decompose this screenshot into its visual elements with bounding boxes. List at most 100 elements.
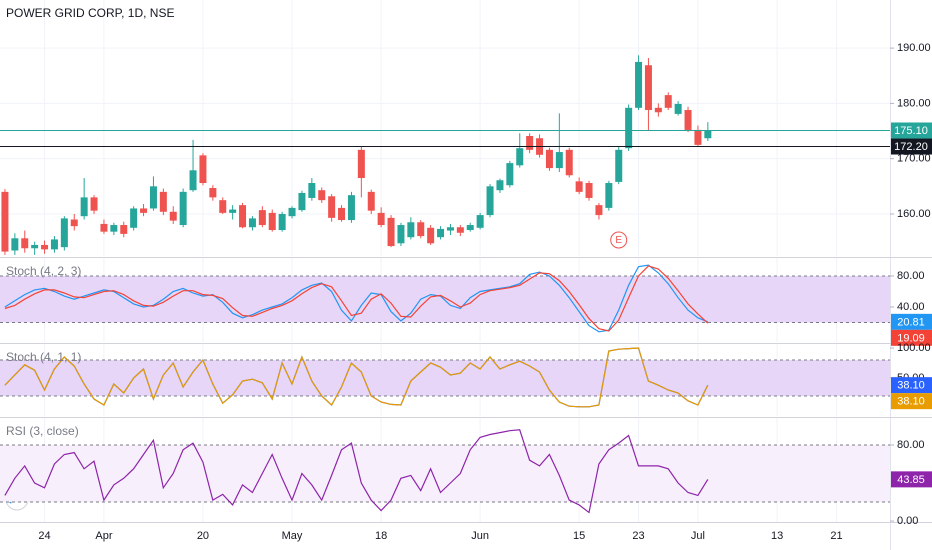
candle-body (397, 225, 405, 244)
candle-body (328, 196, 336, 218)
candle-body (635, 61, 643, 108)
candle-body (704, 130, 712, 139)
candle-body (466, 225, 474, 231)
candle-body (585, 183, 593, 198)
candle-body (50, 239, 58, 250)
price-label-box (891, 313, 932, 330)
price-label: 38.10 (897, 380, 925, 392)
y-tick-label: 40.00 (897, 301, 925, 313)
candle-body (595, 205, 603, 216)
candle-body (615, 149, 623, 182)
candle-body (516, 148, 524, 166)
candle-body (41, 244, 49, 250)
price-label: 20.81 (897, 316, 925, 328)
y-tick-label: 100.00 (897, 342, 931, 354)
candle-body (605, 183, 613, 208)
y-tick-label: 0.00 (897, 515, 918, 527)
price-label: 43.85 (897, 474, 925, 486)
candle-body (308, 183, 316, 198)
candle-body (159, 191, 167, 212)
event-marker (610, 231, 628, 249)
x-tick-label: Jul (691, 530, 705, 542)
price-label: 19.09 (897, 332, 925, 344)
x-tick-label: Apr (95, 530, 112, 542)
indicator-line (4, 347, 709, 408)
candle-body (239, 205, 247, 228)
candle-body (427, 227, 435, 244)
price-label: 175.10 (894, 125, 928, 137)
candle-body (575, 181, 583, 192)
indicator-line (4, 264, 709, 333)
candle-body (526, 136, 534, 150)
candle-body (100, 223, 108, 232)
y-tick-label: 80.00 (897, 439, 925, 451)
x-tick-label: 23 (632, 530, 644, 542)
pane-title: RSI (3, close) (6, 424, 79, 438)
candle-body (298, 192, 306, 211)
candle-body (654, 107, 662, 113)
candle-body (90, 197, 98, 211)
candle-body (318, 190, 326, 201)
price-label-box (891, 329, 932, 346)
pane-title: Stoch (4, 2, 3) (6, 264, 81, 278)
candle-body (11, 238, 19, 251)
price-label-box (891, 122, 932, 139)
candle-body (565, 149, 573, 176)
candle-body (694, 129, 702, 145)
y-tick-label: 80.00 (897, 270, 925, 282)
candle-body (446, 227, 454, 231)
candle-body (347, 195, 355, 221)
candle-body (486, 186, 494, 216)
candle-body (169, 211, 177, 221)
candle-body (278, 213, 286, 231)
price-label-box (891, 138, 932, 155)
candle-body (80, 197, 88, 217)
pane-title: POWER GRID CORP, 1D, NSE (6, 6, 174, 20)
candle-body (1, 191, 9, 252)
pane-title: Stoch (4, 1, 1) (6, 350, 81, 364)
candle-body (417, 222, 425, 237)
candle-body (496, 180, 504, 191)
price-label: 38.10 (897, 396, 925, 408)
indicator-line (4, 429, 709, 514)
price-label-box (891, 471, 932, 488)
price-label-box (891, 377, 932, 394)
candle-body (288, 207, 296, 217)
y-tick-label: 170.00 (897, 153, 931, 165)
candle-body (149, 186, 157, 209)
candle-body (21, 238, 29, 249)
y-tick-label: 190.00 (897, 42, 931, 54)
candle-body (120, 225, 128, 234)
candle-body (140, 208, 148, 213)
candle-body (644, 65, 652, 111)
x-tick-label: 20 (197, 530, 209, 542)
candle-body (357, 149, 365, 179)
candle-body (130, 208, 138, 228)
x-tick-label: 21 (830, 530, 842, 542)
y-tick-label: 160.00 (897, 208, 931, 220)
candle-body (229, 209, 237, 213)
candle-body (674, 103, 682, 114)
candle-body (110, 225, 118, 232)
candle-body (437, 228, 445, 238)
candle-body (367, 191, 375, 211)
candle-body (545, 149, 553, 169)
x-tick-label: 13 (771, 530, 783, 542)
x-tick-label: 15 (573, 530, 585, 542)
x-tick-label: Jun (471, 530, 489, 542)
price-label: 172.20 (894, 141, 928, 153)
candle-body (268, 212, 276, 231)
candle-body (338, 207, 346, 221)
candle-body (407, 222, 415, 238)
candle-body (555, 152, 563, 169)
band-fill (0, 444, 890, 503)
x-tick-label: 24 (38, 530, 50, 542)
candle-body (506, 163, 514, 186)
candle-body (377, 212, 385, 226)
candle-body (219, 200, 227, 213)
candle-body (70, 219, 78, 227)
indicator-line (4, 265, 709, 332)
candle-body (199, 155, 207, 184)
candle-body (179, 191, 187, 226)
